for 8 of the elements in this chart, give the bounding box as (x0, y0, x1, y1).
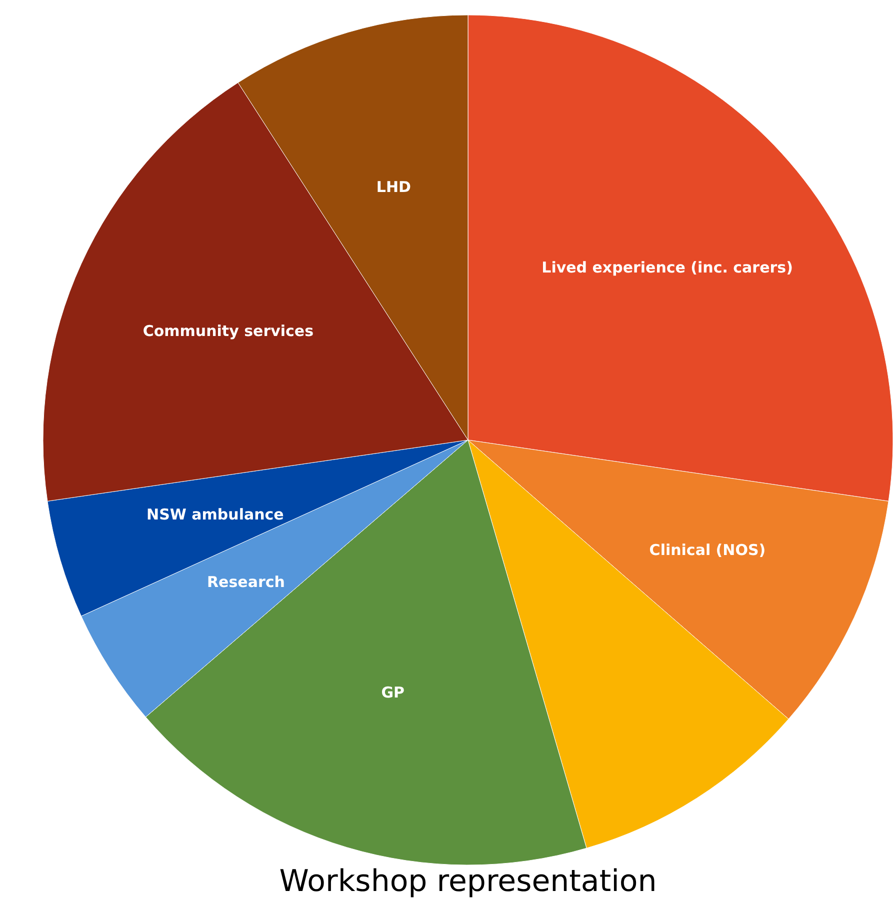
slice-label: Clinical (NOS) (649, 540, 766, 559)
slice-label: Research (207, 572, 285, 591)
slice-label: NSW ambulance (146, 505, 284, 524)
slice-label: GP (381, 684, 405, 702)
slice-label: Lived experience (inc. carers) (542, 258, 793, 277)
slice-label: Community services (142, 322, 314, 340)
text: Workshop representation (279, 864, 657, 899)
slice-label: LHD (376, 178, 411, 196)
